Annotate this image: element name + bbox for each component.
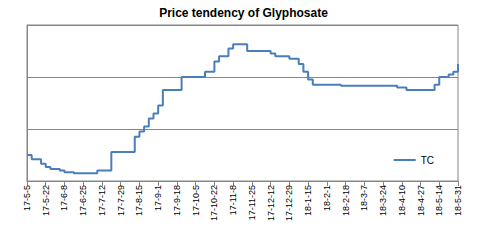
svg-text:18-5-14: 18-5-14 [434,185,444,216]
svg-text:17-11-25: 17-11-25 [247,185,257,220]
svg-text:17-5-22: 17-5-22 [41,185,51,216]
svg-text:17-9-1: 17-9-1 [153,185,163,211]
svg-text:18-4-10: 18-4-10 [397,185,407,216]
svg-text:17-11-8: 17-11-8 [228,185,238,215]
svg-text:18-2-18: 18-2-18 [341,185,351,216]
svg-text:17-5-5: 17-5-5 [22,185,32,211]
svg-text:TC: TC [421,155,434,166]
svg-text:17-12-29: 17-12-29 [284,185,294,221]
svg-text:18-2-1: 18-2-1 [322,185,332,211]
svg-text:17-8-15: 17-8-15 [134,185,144,216]
svg-text:17-7-29: 17-7-29 [116,185,126,216]
svg-text:Price tendency of Glyphosate: Price tendency of Glyphosate [159,6,328,20]
svg-text:17-9-18: 17-9-18 [172,185,182,216]
svg-text:17-7-12: 17-7-12 [97,185,107,216]
svg-text:18-3-24: 18-3-24 [378,185,388,216]
svg-text:17-6-8: 17-6-8 [59,185,69,211]
svg-text:17-10-5: 17-10-5 [191,185,201,216]
svg-text:18-5-31: 18-5-31 [453,185,463,216]
svg-text:18-3-7: 18-3-7 [359,185,369,211]
svg-text:18-1-15: 18-1-15 [303,185,313,216]
svg-text:18-4-27: 18-4-27 [416,185,426,216]
svg-text:17-6-25: 17-6-25 [78,185,88,216]
svg-text:17-12-12: 17-12-12 [266,185,276,221]
svg-text:17-10-22: 17-10-22 [209,185,219,221]
